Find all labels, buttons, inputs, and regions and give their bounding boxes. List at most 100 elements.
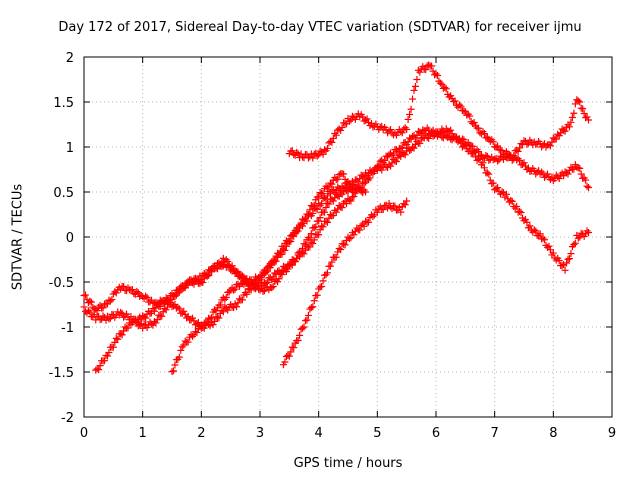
data-point <box>253 283 261 291</box>
data-point <box>483 152 491 160</box>
x-tick-label: 4 <box>315 426 323 441</box>
data-point <box>545 242 553 250</box>
data-point <box>321 208 329 216</box>
data-point <box>216 301 224 309</box>
data-point <box>416 68 424 76</box>
data-point <box>360 179 368 187</box>
data-point <box>301 215 309 223</box>
data-point <box>174 303 182 311</box>
data-point <box>231 285 239 293</box>
data-point <box>309 154 317 162</box>
data-point <box>347 234 355 242</box>
y-tick-label: 0 <box>66 231 74 246</box>
data-point <box>274 278 282 286</box>
data-point <box>269 282 277 290</box>
data-point <box>288 147 296 155</box>
data-point <box>436 79 444 87</box>
data-point <box>262 279 270 287</box>
data-point <box>114 335 122 343</box>
data-point <box>513 202 521 210</box>
data-point <box>268 284 276 292</box>
data-point <box>574 97 582 105</box>
data-point <box>398 129 406 137</box>
data-point <box>410 144 418 152</box>
data-point <box>313 152 321 160</box>
x-tick-label: 5 <box>373 426 381 441</box>
data-point <box>323 144 331 152</box>
chart-title: Day 172 of 2017, Sidereal Day-to-day VTE… <box>58 20 582 35</box>
data-point <box>312 223 320 231</box>
data-point <box>351 227 359 235</box>
data-point <box>263 278 271 286</box>
data-point <box>555 257 563 265</box>
data-point <box>517 208 525 216</box>
data-point <box>99 304 107 312</box>
data-point <box>568 113 576 121</box>
data-point <box>388 151 396 159</box>
data-point <box>243 290 251 298</box>
data-point <box>304 210 312 218</box>
data-point <box>169 367 177 375</box>
data-point <box>152 319 160 327</box>
data-point <box>309 240 317 248</box>
y-tick-label: 2 <box>66 51 74 66</box>
data-point <box>161 305 169 313</box>
data-point <box>93 307 101 315</box>
data-point <box>343 200 351 208</box>
data-point <box>237 280 245 288</box>
data-point <box>406 146 414 154</box>
data-point <box>475 124 483 132</box>
data-point <box>184 277 192 285</box>
data-point <box>400 150 408 158</box>
data-point <box>259 271 267 279</box>
data-point <box>109 343 117 351</box>
data-point <box>281 358 289 366</box>
data-point <box>168 368 176 376</box>
y-axis-label: SDTVAR / TECUs <box>10 183 26 291</box>
data-point <box>373 208 381 216</box>
data-point <box>321 146 329 154</box>
data-point <box>306 234 314 242</box>
data-point <box>199 279 207 287</box>
data-point <box>341 241 349 249</box>
data-point <box>233 303 241 311</box>
x-tick-label: 1 <box>139 426 147 441</box>
data-point <box>565 255 573 263</box>
data-point <box>387 203 395 211</box>
data-point <box>310 297 318 305</box>
data-point <box>541 140 549 148</box>
data-point <box>307 304 315 312</box>
data-point <box>105 348 113 356</box>
data-point <box>184 312 192 320</box>
data-point <box>96 362 104 370</box>
data-point <box>309 303 317 311</box>
data-point <box>272 257 280 265</box>
data-point <box>222 293 230 301</box>
data-point <box>498 188 506 196</box>
data-point <box>293 149 301 157</box>
data-point <box>480 130 488 138</box>
data-point <box>549 249 557 257</box>
data-point <box>213 265 221 273</box>
y-tick-label: 1 <box>66 141 74 156</box>
data-point <box>299 324 307 332</box>
data-point <box>365 119 373 127</box>
data-point <box>583 113 591 121</box>
data-point <box>444 133 452 141</box>
data-point <box>326 262 334 270</box>
data-point <box>319 223 327 231</box>
data-point <box>272 270 280 278</box>
data-point <box>150 307 158 315</box>
data-point <box>329 134 337 142</box>
data-point <box>120 282 128 290</box>
data-point <box>112 334 120 342</box>
data-point <box>567 118 575 126</box>
data-point <box>345 117 353 125</box>
data-point <box>422 66 430 74</box>
data-point <box>181 283 189 291</box>
data-point <box>583 182 591 190</box>
data-point <box>202 271 210 279</box>
data-point <box>516 208 524 216</box>
data-point <box>87 298 95 306</box>
data-point <box>343 179 351 187</box>
